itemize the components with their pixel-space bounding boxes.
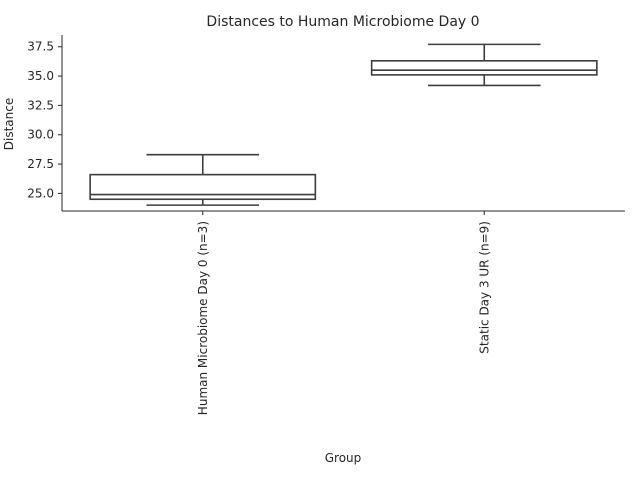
y-tick-label: 32.5 bbox=[27, 98, 54, 112]
chart-title: Distances to Human Microbiome Day 0 bbox=[206, 14, 479, 30]
y-axis-label: Distance bbox=[2, 98, 16, 150]
y-tick-label: 30.0 bbox=[27, 128, 54, 142]
y-tick-label: 25.0 bbox=[27, 186, 54, 200]
y-tick-label: 35.0 bbox=[27, 69, 54, 83]
box bbox=[89, 173, 317, 201]
x-tick-label: Human Microbiome Day 0 (n=3) bbox=[196, 221, 210, 415]
plot-area: 25.0 27.5 30.0 32.5 35.0 37.5 Human Microbiome… bbox=[27, 40, 598, 415]
y-tick-label: 27.5 bbox=[27, 157, 54, 171]
y-tick-label: 37.5 bbox=[27, 40, 54, 54]
x-tick-label: Static Day 3 UR (n=9) bbox=[477, 221, 491, 354]
x-axis-label: Group bbox=[325, 451, 362, 465]
box bbox=[370, 60, 598, 76]
